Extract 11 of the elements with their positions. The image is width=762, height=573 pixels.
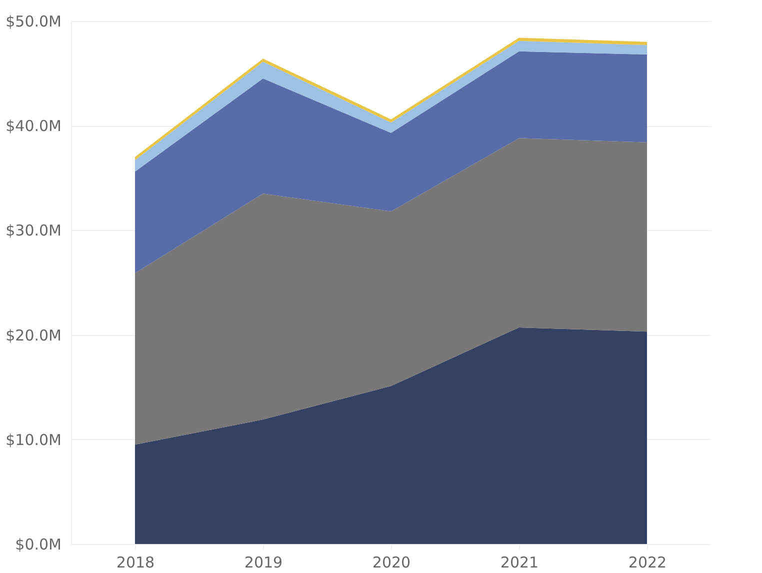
x-tick-label: 2022 — [628, 554, 667, 572]
y-tick-label: $30.0M — [6, 222, 62, 240]
y-tick-label: $40.0M — [6, 117, 62, 136]
x-tick-label: 2018 — [116, 554, 155, 572]
y-tick-label: $50.0M — [6, 12, 62, 30]
x-tick-label: 2019 — [244, 554, 283, 572]
y-tick-label: $10.0M — [6, 430, 62, 449]
x-tick-label: 2021 — [500, 554, 539, 572]
y-tick-label: $0.0M — [15, 536, 62, 554]
y-tick-label: $20.0M — [6, 326, 62, 344]
x-tick-label: 2020 — [372, 554, 411, 572]
